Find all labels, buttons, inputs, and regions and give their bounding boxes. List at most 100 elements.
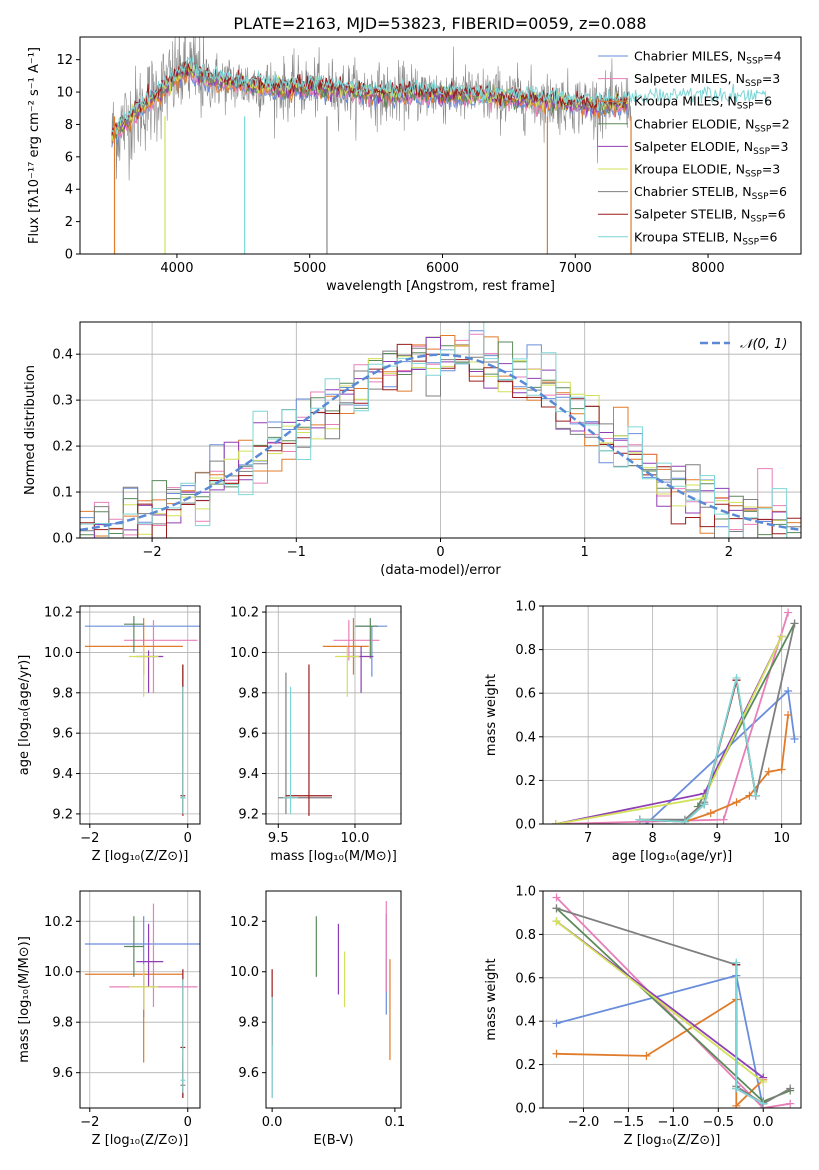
y-tick-label: 0.1 [52, 486, 73, 501]
y-tick-label: 0.4 [52, 348, 73, 363]
y-tick-label: 2 [65, 215, 73, 230]
x-tick-label: 10.0 [341, 831, 370, 846]
x-axis-label: wavelength [Angstrom, rest frame] [326, 279, 555, 294]
y-tick-label: 1.0 [515, 885, 536, 900]
y-tick-label: 0.3 [52, 394, 73, 409]
mass-weight-marker-chabrier_miles [790, 734, 799, 743]
y-tick-label: 9.2 [52, 807, 73, 822]
mass-weight-vs-age-panel: 7 8 9 10 0.0 0.2 0.4 0.6 0.8 1.0 age [log₁₀(age/yr… [484, 600, 802, 864]
axes-frame [79, 321, 802, 539]
y-tick-label: 0.2 [515, 1058, 536, 1073]
histogram-plot-area [80, 322, 801, 538]
axes-frame [79, 605, 201, 825]
errorbar-plot-area [84, 616, 200, 816]
x-tick-label: 7000 [559, 261, 592, 276]
x-axis-label: Z [log₁₀(Z/Z⊙)] [624, 1133, 721, 1148]
y-tick-label: 0.4 [515, 730, 536, 745]
mass-weight-marker-kroupa_miles [784, 711, 793, 719]
x-tick-label: −1.0 [658, 1115, 690, 1130]
x-tick-label: −1.5 [613, 1115, 645, 1130]
legend-subscript: SSP [745, 79, 762, 89]
mass-weight-marker-kroupa_miles [732, 1101, 741, 1108]
legend-label-chabrier_miles: Chabrier MILES, NSSP=4 [634, 49, 782, 67]
legend-text: Salpeter STELIB, N [634, 207, 750, 222]
legend-label-salpeter_miles: Salpeter MILES, NSSP=3 [634, 71, 780, 89]
axes-frame [79, 890, 201, 1109]
mass-weight-marker-chabrier_miles [784, 687, 793, 696]
legend-text: Chabrier STELIB, N [634, 184, 752, 199]
y-tick-label: 0 [65, 248, 73, 263]
y-tick-label: 10.0 [230, 965, 259, 980]
y-tick-label: 1.0 [515, 600, 536, 615]
legend-suffix: =6 [767, 207, 785, 222]
spectrum-title: PLATE=2163, MJD=53823, FIBERID=0059, z=0… [233, 14, 646, 33]
y-tick-label: 9.6 [238, 1066, 259, 1081]
y-tick-label: 0.8 [515, 643, 536, 658]
mass-weight-marker-kroupa_miles [764, 767, 773, 776]
legend-label-kroupa_miles: Kroupa MILES, NSSP=6 [634, 94, 772, 112]
y-tick-label: 0.2 [52, 440, 73, 455]
errorbar-plot-area [271, 901, 391, 1098]
y-tick-label: 10.2 [230, 606, 259, 621]
axes-frame [265, 605, 402, 825]
y-axis-label: mass [log₁₀(M/M⊙)] [17, 936, 32, 1063]
y-tick-label: 10.0 [230, 646, 259, 661]
mass-weight-marker-kroupa_elodie [551, 820, 560, 824]
x-tick-label: 9 [713, 831, 721, 846]
mass-weight-plot-area [552, 893, 795, 1108]
y-axis-label: mass weight [484, 674, 499, 756]
x-tick-label: −2 [143, 545, 162, 560]
x-tick-label: −1 [287, 545, 306, 560]
x-axis-label: mass [log₁₀(M/M⊙)] [270, 849, 397, 864]
axes-frame [542, 605, 802, 825]
legend-text: Chabrier MILES, N [634, 49, 746, 64]
axes-frame [542, 890, 802, 1109]
legend-label-kroupa_elodie: Kroupa ELODIE, NSSP=3 [634, 162, 780, 180]
errorbar-plot-area [84, 903, 200, 1098]
legend-suffix: =6 [754, 94, 772, 109]
x-tick-label: 0.0 [753, 1115, 774, 1130]
y-tick-label: 9.8 [238, 1016, 259, 1031]
legend-label-kroupa_stelib: Kroupa STELIB, NSSP=6 [634, 229, 778, 247]
y-tick-label: 0.0 [515, 1102, 536, 1117]
mass-weight-marker-kroupa_miles [552, 1049, 561, 1058]
x-tick-label: 1 [581, 545, 589, 560]
legend-subscript: SSP [752, 192, 769, 202]
histogram-step-chabrier_stelib [80, 347, 801, 538]
legend-subscript: SSP [746, 57, 763, 67]
x-tick-label: 7 [584, 831, 592, 846]
y-tick-label: 10.2 [44, 915, 73, 930]
mass-weight-marker-chabrier_stelib [790, 619, 799, 628]
legend-text: Salpeter MILES, N [634, 71, 745, 86]
age-vs-metallicity-panel: −2 0 9.2 9.4 9.6 9.8 10.0 10.2 Z [log₁₀(Z/Z⊙)] ag… [17, 605, 201, 864]
x-tick-label: 5000 [293, 261, 326, 276]
mass-weight-marker-kroupa_stelib [732, 673, 741, 682]
mass-weight-line-salpeter_miles [555, 896, 791, 1108]
legend-suffix: =4 [763, 49, 781, 64]
x-tick-label: 8000 [692, 261, 725, 276]
y-tick-label: 10.2 [230, 915, 259, 930]
mass-weight-line-kroupa_elodie [555, 920, 764, 1083]
legend-text: Chabrier ELODIE, N [634, 116, 754, 131]
x-axis-label: Z [log₁₀(Z/Z⊙)] [92, 1133, 189, 1148]
mass-weight-marker-kroupa_stelib [732, 1084, 741, 1093]
mass-weight-marker-chabrier_miles [552, 1019, 561, 1028]
mass-weight-marker-kroupa_stelib [751, 791, 760, 800]
y-tick-label: 9.8 [52, 1016, 73, 1031]
mass-weight-marker-kroupa_elodie [777, 632, 786, 641]
x-axis-label: Z [log₁₀(Z/Z⊙)] [92, 849, 189, 864]
mass-vs-metallicity-panel: −2 0 9.6 9.8 10.0 10.2 Z [log₁₀(Z/Z⊙)] mass [lo… [17, 890, 201, 1148]
x-tick-label: 10 [773, 831, 790, 846]
y-tick-label: 0.0 [52, 532, 73, 547]
legend-subscript: SSP [750, 215, 767, 225]
y-tick-label: 9.8 [238, 686, 259, 701]
spectrum-panel: 4000 5000 6000 7000 8000 0 2 4 6 8 10 12 wavelength … [27, 36, 802, 294]
y-tick-label: 0.6 [515, 971, 536, 986]
y-tick-label: 10.2 [44, 606, 73, 621]
y-tick-label: 9.8 [52, 686, 73, 701]
mass-weight-marker-kroupa_stelib [700, 800, 709, 809]
mass-weight-marker-kroupa_stelib [759, 1099, 768, 1108]
x-tick-label: 0.0 [262, 1115, 283, 1130]
legend-suffix: =3 [762, 162, 780, 177]
